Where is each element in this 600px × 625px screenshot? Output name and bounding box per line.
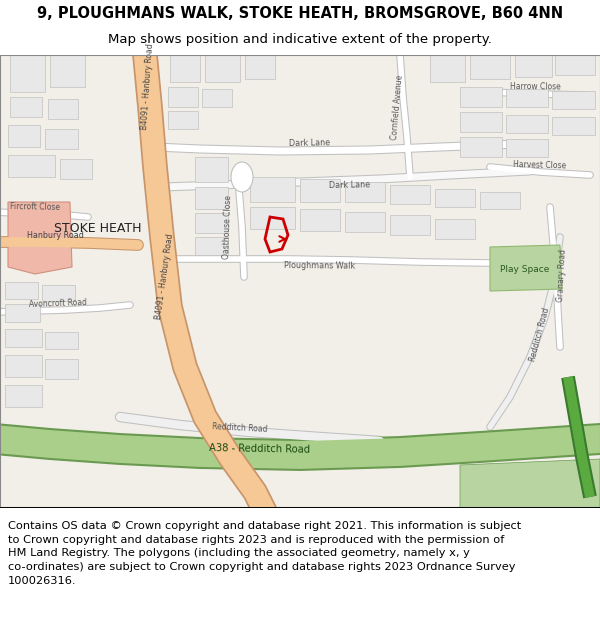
Polygon shape: [195, 237, 228, 255]
Polygon shape: [10, 97, 42, 117]
Polygon shape: [506, 115, 548, 133]
Polygon shape: [195, 157, 228, 182]
Text: Play Space: Play Space: [500, 264, 550, 274]
Polygon shape: [480, 192, 520, 209]
Polygon shape: [460, 112, 502, 132]
Text: Cornfield Avenue: Cornfield Avenue: [389, 74, 404, 140]
Polygon shape: [435, 189, 475, 207]
Polygon shape: [5, 385, 42, 407]
Text: STOKE HEATH: STOKE HEATH: [54, 222, 142, 236]
Text: Redditch Road: Redditch Road: [212, 422, 268, 434]
Polygon shape: [460, 137, 502, 157]
Polygon shape: [170, 55, 200, 82]
Polygon shape: [10, 55, 45, 92]
Text: Dark Lane: Dark Lane: [329, 180, 371, 190]
Text: 9, PLOUGHMANS WALK, STOKE HEATH, BROMSGROVE, B60 4NN: 9, PLOUGHMANS WALK, STOKE HEATH, BROMSGR…: [37, 6, 563, 21]
Text: Avoncroft Road: Avoncroft Road: [29, 298, 87, 309]
Text: A38 - Redditch Road: A38 - Redditch Road: [209, 443, 311, 455]
Polygon shape: [48, 99, 78, 119]
Ellipse shape: [231, 162, 253, 192]
Polygon shape: [168, 111, 198, 129]
Text: Map shows position and indicative extent of the property.: Map shows position and indicative extent…: [108, 33, 492, 46]
Polygon shape: [300, 179, 340, 202]
Polygon shape: [8, 155, 55, 177]
Text: Fircroft Close: Fircroft Close: [10, 202, 60, 212]
Polygon shape: [490, 245, 562, 291]
Polygon shape: [555, 55, 595, 75]
Polygon shape: [390, 215, 430, 235]
Polygon shape: [8, 125, 40, 147]
Polygon shape: [168, 87, 198, 107]
Text: Hanbury Road: Hanbury Road: [26, 231, 83, 239]
Polygon shape: [515, 55, 552, 77]
Polygon shape: [50, 55, 85, 87]
Text: Granary Road: Granary Road: [556, 248, 568, 302]
Polygon shape: [60, 159, 92, 179]
Polygon shape: [345, 182, 385, 202]
Text: Harvest Close: Harvest Close: [514, 160, 566, 170]
Text: Ploughmans Walk: Ploughmans Walk: [284, 261, 356, 271]
Text: Contains OS data © Crown copyright and database right 2021. This information is : Contains OS data © Crown copyright and d…: [8, 521, 521, 586]
Polygon shape: [5, 282, 38, 299]
Polygon shape: [506, 89, 548, 107]
Text: Redditch Road: Redditch Road: [529, 307, 551, 363]
Polygon shape: [460, 459, 600, 512]
Polygon shape: [8, 202, 72, 274]
Polygon shape: [195, 187, 228, 209]
Polygon shape: [460, 87, 502, 107]
Polygon shape: [202, 89, 232, 107]
Polygon shape: [205, 55, 240, 82]
Text: Harrow Close: Harrow Close: [509, 82, 560, 92]
Polygon shape: [430, 55, 465, 82]
Polygon shape: [506, 139, 548, 157]
Polygon shape: [250, 207, 295, 229]
Polygon shape: [45, 359, 78, 379]
Polygon shape: [5, 329, 42, 347]
Polygon shape: [390, 185, 430, 204]
Polygon shape: [45, 332, 78, 349]
Polygon shape: [552, 117, 595, 135]
Text: Oasthouse Close: Oasthouse Close: [223, 195, 233, 259]
Polygon shape: [45, 129, 78, 149]
Polygon shape: [5, 355, 42, 377]
Text: B4091 - Hanbury Road: B4091 - Hanbury Road: [155, 234, 175, 321]
Polygon shape: [42, 285, 75, 301]
Polygon shape: [245, 55, 275, 79]
Polygon shape: [470, 55, 510, 79]
Polygon shape: [195, 213, 228, 233]
Polygon shape: [300, 209, 340, 231]
Polygon shape: [435, 219, 475, 239]
Text: B4091 - Hanbury Road: B4091 - Hanbury Road: [140, 44, 155, 131]
Text: Dark Lane: Dark Lane: [289, 138, 331, 148]
Polygon shape: [5, 304, 40, 322]
Polygon shape: [250, 177, 295, 202]
Polygon shape: [552, 91, 595, 109]
Polygon shape: [345, 212, 385, 232]
